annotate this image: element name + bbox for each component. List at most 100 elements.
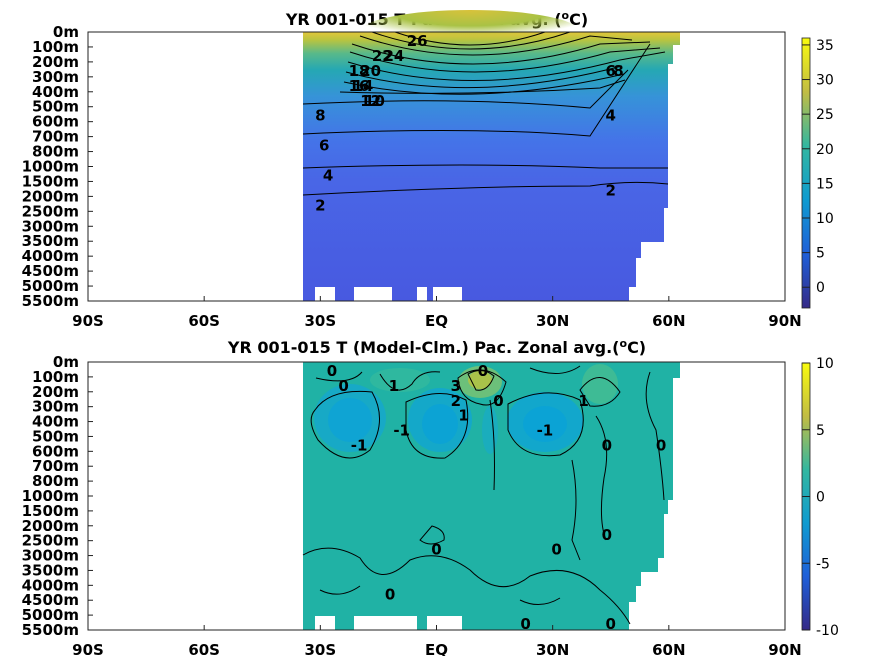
y-tick-label: 600m — [32, 113, 79, 131]
colorbar-tick-label: 0 — [816, 490, 825, 506]
panel-2-title: YR 001-015 T (Model-Clm.) Pac. Zonal avg… — [227, 337, 646, 357]
contour-label: 8 — [315, 107, 325, 125]
y-tick-label: 3500m — [22, 561, 79, 579]
colorbar-tick-label: 10 — [816, 211, 834, 227]
y-tick-label: 500m — [32, 98, 79, 116]
contour-label: 6 — [606, 62, 616, 80]
contour-label: 26 — [407, 32, 428, 50]
y-tick-label: 4000m — [22, 576, 79, 594]
y-tick-label: 5500m — [22, 292, 79, 310]
colorbar-tick-label: 10 — [816, 356, 834, 372]
panel-1-y-axis: 0m100m200m300m400m500m600m700m800m1000m1… — [22, 23, 93, 310]
contour-label: 2 — [315, 196, 325, 214]
panel-1-field — [302, 10, 680, 301]
panel-2-field — [302, 362, 680, 630]
contour-label: -1 — [351, 436, 368, 454]
panel-1-colorbar — [801, 37, 811, 309]
contour-label: 0 — [551, 541, 561, 559]
colorbar-tick-label: 35 — [816, 38, 834, 54]
contour-label: 22 — [372, 47, 393, 65]
colorbar-tick-label: 25 — [816, 107, 834, 123]
contour-label: 1 — [578, 392, 588, 410]
contour-label: 10 — [364, 92, 385, 110]
contour-label: 2 — [451, 392, 461, 410]
contour-label: 0 — [520, 615, 530, 633]
contour-label: 4 — [323, 167, 333, 185]
y-tick-label: 1000m — [22, 158, 79, 176]
panel-1: YR 001-015 T Pac. Zonal avg. (oC) — [22, 9, 834, 330]
x-tick-label: 90S — [72, 641, 104, 656]
y-tick-label: 600m — [32, 442, 79, 460]
y-tick-label: 400m — [32, 413, 79, 431]
contour-label: -1 — [537, 422, 554, 440]
panel-2-colorbar-ticks: 10 5 0 -5 -10 — [802, 356, 839, 639]
x-tick-label: 60S — [188, 312, 220, 330]
x-tick-label: EQ — [425, 641, 448, 656]
y-tick-label: 500m — [32, 427, 79, 445]
contour-label: 2 — [606, 181, 616, 199]
contour-label: 18 — [349, 62, 370, 80]
y-tick-label: 4000m — [22, 247, 79, 265]
contour-label: 0 — [656, 436, 666, 454]
y-tick-label: 1500m — [22, 502, 79, 520]
x-tick-label: 30S — [304, 312, 336, 330]
y-tick-label: 200m — [32, 53, 79, 71]
x-tick-label: 60S — [188, 641, 220, 656]
contour-label: 14 — [352, 77, 373, 95]
y-tick-label: 5000m — [22, 606, 79, 624]
y-tick-label: 1000m — [22, 487, 79, 505]
y-tick-label: 3500m — [22, 232, 79, 250]
contour-label: 12 — [360, 92, 381, 110]
y-tick-label: 4500m — [22, 591, 79, 609]
y-tick-label: 700m — [32, 457, 79, 475]
contour-label: 0 — [602, 526, 612, 544]
contour-label: 24 — [383, 47, 404, 65]
contour-label: 1 — [389, 377, 399, 395]
y-tick-label: 800m — [32, 472, 79, 490]
contour-label: 1 — [458, 407, 468, 425]
panel-1-x-axis: 90S 60S 30S EQ 30N 60N 90N — [72, 296, 802, 330]
contour-label: 0 — [493, 392, 503, 410]
panel-2: YR 001-015 T (Model-Clm.) Pac. Zonal avg… — [22, 337, 839, 656]
colorbar-tick-label: 30 — [816, 73, 834, 89]
contour-label: 0 — [327, 362, 337, 380]
contour-label: 6 — [319, 137, 329, 155]
y-tick-label: 3000m — [22, 547, 79, 565]
x-tick-label: 60N — [652, 641, 685, 656]
colorbar-tick-label: -10 — [816, 623, 839, 639]
y-tick-label: 1500m — [22, 172, 79, 190]
contour-label: 3 — [451, 377, 461, 395]
contour-label: 20 — [360, 62, 381, 80]
y-tick-label: 800m — [32, 143, 79, 161]
contour-label: 16 — [349, 77, 370, 95]
contour-label: 0 — [478, 362, 488, 380]
x-tick-label: 30N — [536, 312, 569, 330]
x-tick-label: 30N — [536, 641, 569, 656]
colorbar-tick-label: 15 — [816, 176, 834, 192]
x-tick-label: 90N — [768, 312, 801, 330]
y-tick-label: 5000m — [22, 277, 79, 295]
panel-2-y-axis: 0m100m200m300m400m500m600m700m800m1000m1… — [22, 353, 93, 639]
y-tick-label: 2000m — [22, 187, 79, 205]
contour-label: -1 — [393, 422, 410, 440]
y-tick-label: 200m — [32, 383, 79, 401]
y-tick-label: 4500m — [22, 262, 79, 280]
y-tick-label: 0m — [53, 353, 79, 371]
colorbar-tick-label: 5 — [816, 423, 825, 439]
contour-label: 0 — [338, 377, 348, 395]
y-tick-label: 300m — [32, 398, 79, 416]
y-tick-label: 100m — [32, 38, 79, 56]
x-tick-label: EQ — [425, 312, 448, 330]
y-tick-label: 5500m — [22, 621, 79, 639]
contour-label: 0 — [431, 541, 441, 559]
y-tick-label: 700m — [32, 128, 79, 146]
colorbar-tick-label: 20 — [816, 142, 834, 158]
colorbar-tick-label: -5 — [816, 556, 830, 572]
contour-label: 0 — [606, 615, 616, 633]
y-tick-label: 2500m — [22, 202, 79, 220]
y-tick-label: 300m — [32, 68, 79, 86]
y-tick-label: 400m — [32, 83, 79, 101]
x-tick-label: 60N — [652, 312, 685, 330]
